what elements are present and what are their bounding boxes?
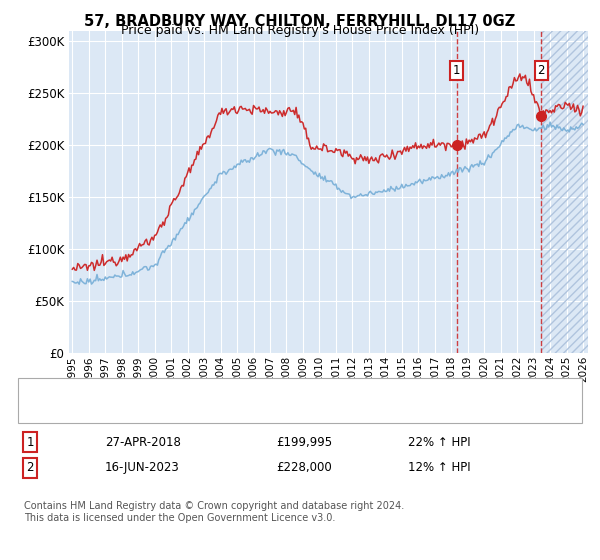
Text: 2: 2 — [26, 461, 34, 474]
Text: £228,000: £228,000 — [276, 461, 332, 474]
Text: 27-APR-2018: 27-APR-2018 — [105, 436, 181, 449]
Bar — [541, 31, 588, 353]
Text: 1: 1 — [453, 64, 460, 77]
Text: Price paid vs. HM Land Registry's House Price Index (HPI): Price paid vs. HM Land Registry's House … — [121, 24, 479, 37]
Text: 16-JUN-2023: 16-JUN-2023 — [105, 461, 180, 474]
Bar — [541, 31, 588, 353]
Text: 57, BRADBURY WAY, CHILTON, FERRYHILL, DL17 0GZ: 57, BRADBURY WAY, CHILTON, FERRYHILL, DL… — [85, 14, 515, 29]
Text: £199,995: £199,995 — [276, 436, 332, 449]
Text: 22% ↑ HPI: 22% ↑ HPI — [408, 436, 470, 449]
Text: 57, BRADBURY WAY, CHILTON, FERRYHILL, DL17 0GZ (detached house): 57, BRADBURY WAY, CHILTON, FERRYHILL, DL… — [60, 389, 447, 399]
Text: 2: 2 — [538, 64, 545, 77]
Text: Contains HM Land Registry data © Crown copyright and database right 2024.
This d: Contains HM Land Registry data © Crown c… — [24, 501, 404, 523]
Text: 1: 1 — [26, 436, 34, 449]
Text: 12% ↑ HPI: 12% ↑ HPI — [408, 461, 470, 474]
Text: HPI: Average price, detached house, County Durham: HPI: Average price, detached house, Coun… — [60, 407, 349, 417]
